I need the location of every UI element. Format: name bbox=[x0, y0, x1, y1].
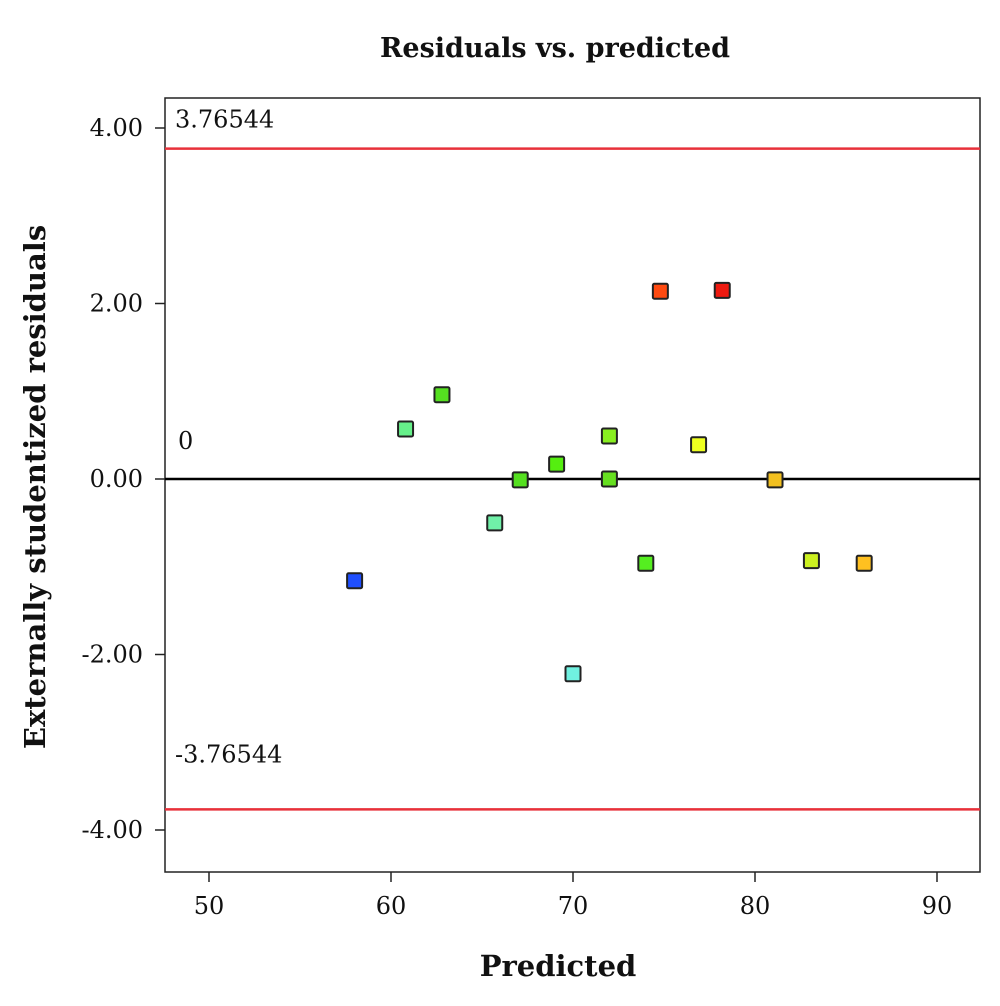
data-point bbox=[766, 471, 784, 489]
y-tick-label: -4.00 bbox=[81, 816, 143, 844]
reference-line-label: 3.76544 bbox=[175, 106, 274, 134]
data-point bbox=[346, 572, 364, 590]
data-point bbox=[600, 427, 618, 445]
chart-title: Residuals vs. predicted bbox=[380, 33, 730, 64]
data-point bbox=[855, 554, 873, 572]
data-point bbox=[802, 552, 820, 570]
x-tick-label: 90 bbox=[922, 892, 953, 920]
reference-line-label: -3.76544 bbox=[175, 740, 282, 768]
data-point bbox=[433, 386, 451, 404]
data-point bbox=[651, 282, 669, 300]
x-tick-label: 80 bbox=[740, 892, 771, 920]
x-axis-label: Predicted bbox=[480, 949, 637, 983]
x-tick-label: 60 bbox=[376, 892, 407, 920]
data-point bbox=[486, 514, 504, 532]
plot-frame bbox=[164, 97, 981, 873]
y-tick-label: -2.00 bbox=[81, 641, 143, 669]
y-tick-label: 0.00 bbox=[90, 465, 143, 493]
data-point bbox=[600, 470, 618, 488]
y-tick-label: 2.00 bbox=[90, 290, 143, 318]
data-point bbox=[548, 455, 566, 473]
reference-line-label: 0 bbox=[178, 427, 193, 455]
x-tick-label: 70 bbox=[558, 892, 589, 920]
data-point bbox=[397, 420, 415, 438]
data-point bbox=[713, 281, 731, 299]
data-point bbox=[564, 665, 582, 683]
x-tick-label: 50 bbox=[194, 892, 225, 920]
data-point bbox=[637, 554, 655, 572]
data-point bbox=[690, 436, 708, 454]
data-point bbox=[511, 471, 529, 489]
y-tick-label: 4.00 bbox=[90, 114, 143, 142]
y-axis-label: Externally studentized residuals bbox=[18, 225, 52, 749]
